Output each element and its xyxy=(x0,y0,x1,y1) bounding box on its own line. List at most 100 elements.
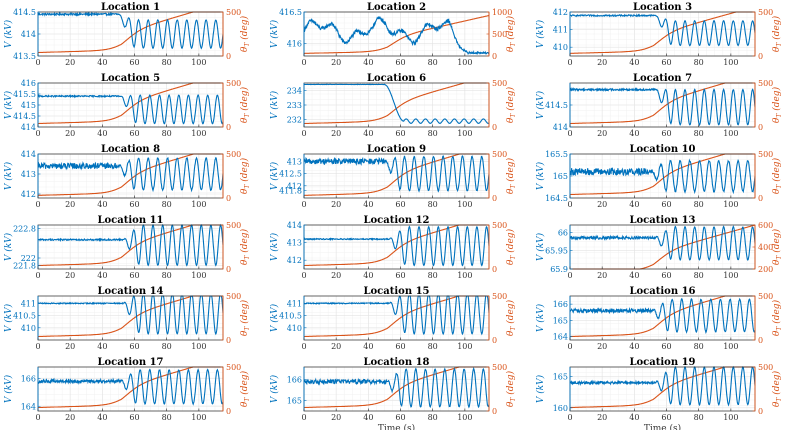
y-right-tick-label: 500 xyxy=(492,30,507,39)
x-tick-label: 20 xyxy=(65,200,75,209)
y-left-tick-label: 411 xyxy=(287,299,302,308)
x-axis-label: Time (s) xyxy=(644,423,681,430)
subplot-4: 0 20 40 60 80 100 414 414.5 415 415.5 416 0 500 Locat… xyxy=(3,73,251,138)
y-left-tick-label: 412 xyxy=(553,8,568,17)
x-tick-label: 100 xyxy=(723,271,738,280)
y-left-tick-label: 164 xyxy=(21,403,36,412)
x-tick-label: 60 xyxy=(661,271,671,280)
y-left-tick-label: 411.8 xyxy=(279,187,302,196)
x-tick-label: 100 xyxy=(723,200,738,209)
x-tick-label: 100 xyxy=(457,58,472,67)
y-left-tick-label: 412 xyxy=(21,190,36,199)
voltage-series-line xyxy=(37,223,224,267)
y-left-tick-label: 410 xyxy=(553,43,568,52)
y-left-tick-label: 164 xyxy=(553,333,568,342)
y-right-tick-label: 0 xyxy=(758,194,763,203)
x-tick-label: 0 xyxy=(567,342,572,351)
x-tick-label: 60 xyxy=(129,200,139,209)
x-tick-label: 60 xyxy=(395,200,405,209)
x-tick-label: 60 xyxy=(395,129,405,138)
y-left-label: V (kV) xyxy=(535,232,546,261)
y-right-label: θT (deg) xyxy=(771,370,783,407)
x-tick-label: 20 xyxy=(597,413,607,422)
y-left-tick-label: 234 xyxy=(287,86,302,95)
x-tick-label: 80 xyxy=(162,58,172,67)
voltage-series-line xyxy=(569,297,756,334)
x-tick-label: 40 xyxy=(629,129,639,138)
voltage-series-line xyxy=(37,93,224,125)
x-tick-label: 0 xyxy=(567,200,572,209)
x-tick-label: 0 xyxy=(35,58,40,67)
y-right-tick-label: 0 xyxy=(226,194,231,203)
y-left-tick-label: 165 xyxy=(553,372,568,381)
x-tick-label: 40 xyxy=(629,200,639,209)
subplot-title: Location 14 xyxy=(97,286,163,297)
y-right-tick-label: 0 xyxy=(758,123,763,132)
x-tick-label: 20 xyxy=(597,271,607,280)
x-tick-label: 60 xyxy=(129,129,139,138)
y-left-tick-label: 233 xyxy=(287,101,302,110)
x-tick-label: 0 xyxy=(35,413,40,422)
subplot-1: 0 20 40 60 80 100 413.5 414 414.5 0 500 Location 1 V… xyxy=(3,2,251,67)
x-tick-label: 0 xyxy=(567,413,572,422)
voltage-series-line xyxy=(569,365,756,407)
subplot-5: 0 20 40 60 80 100 232 233 234 0 500 Location 6 V (kV… xyxy=(269,73,517,138)
x-tick-label: 100 xyxy=(723,58,738,67)
y-left-tick-label: 165.5 xyxy=(545,150,568,159)
y-left-label: V (kV) xyxy=(3,303,14,332)
y-right-tick-label: 500 xyxy=(226,79,241,88)
y-right-label: θT (deg) xyxy=(505,157,517,194)
x-tick-label: 20 xyxy=(331,200,341,209)
y-left-tick-label: 65.95 xyxy=(545,247,568,256)
subplot-title: Location 3 xyxy=(633,2,692,13)
y-left-tick-label: 414 xyxy=(287,221,302,230)
y-left-tick-label: 166 xyxy=(553,300,568,309)
x-tick-label: 80 xyxy=(162,129,172,138)
x-tick-label: 40 xyxy=(97,129,107,138)
x-tick-label: 40 xyxy=(97,271,107,280)
voltage-series-line xyxy=(303,367,490,409)
y-left-tick-label: 160 xyxy=(553,404,568,413)
y-left-tick-label: 414.5 xyxy=(545,101,568,110)
y-left-tick-label: 416 xyxy=(287,39,302,48)
subplot-13: 0 20 40 60 80 100 410 410.5 411 0 500 Location 14 V … xyxy=(3,286,251,351)
y-right-tick-label: 500 xyxy=(492,79,507,88)
x-tick-label: 60 xyxy=(129,58,139,67)
x-tick-label: 0 xyxy=(301,342,306,351)
x-tick-label: 100 xyxy=(457,271,472,280)
x-tick-label: 40 xyxy=(363,342,373,351)
voltage-series-line xyxy=(37,368,224,406)
y-left-tick-label: 412 xyxy=(287,182,302,191)
voltage-series-line xyxy=(303,155,490,193)
x-tick-label: 100 xyxy=(191,342,206,351)
voltage-series-line xyxy=(569,158,756,195)
voltage-series-line xyxy=(303,83,490,124)
y-right-tick-label: 500 xyxy=(226,150,241,159)
subplot-title: Location 11 xyxy=(97,215,163,226)
y-left-tick-label: 413 xyxy=(21,170,36,179)
x-tick-label: 40 xyxy=(363,271,373,280)
y-right-tick-label: 0 xyxy=(492,265,497,274)
y-right-tick-label: 500 xyxy=(226,363,241,372)
x-tick-label: 0 xyxy=(35,200,40,209)
x-tick-label: 80 xyxy=(428,342,438,351)
x-tick-label: 40 xyxy=(629,58,639,67)
y-right-label: θT (deg) xyxy=(239,86,251,123)
y-right-label: θT (deg) xyxy=(771,157,783,194)
y-left-label: V (kV) xyxy=(269,374,280,403)
x-tick-label: 100 xyxy=(457,200,472,209)
x-tick-label: 60 xyxy=(129,271,139,280)
y-right-tick-label: 500 xyxy=(226,221,241,230)
y-right-tick-label: 0 xyxy=(492,194,497,203)
subplot-title: Location 6 xyxy=(367,73,426,84)
y-left-tick-label: 414.5 xyxy=(13,112,36,121)
y-right-tick-label: 0 xyxy=(226,123,231,132)
x-tick-label: 20 xyxy=(597,58,607,67)
y-right-label: θT (deg) xyxy=(239,157,251,194)
y-left-tick-label: 410 xyxy=(287,324,302,333)
y-right-tick-label: 0 xyxy=(226,407,231,416)
y-right-tick-label: 400 xyxy=(758,243,773,252)
voltage-series-line xyxy=(37,11,224,50)
